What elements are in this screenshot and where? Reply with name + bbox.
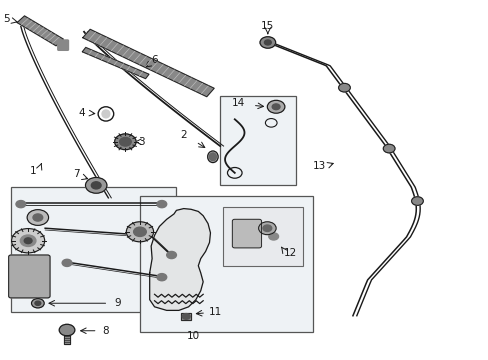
Bar (181, 313, 191, 320)
Text: 13: 13 (313, 161, 326, 171)
Bar (181, 313, 191, 320)
FancyBboxPatch shape (58, 40, 68, 50)
Circle shape (157, 274, 166, 281)
Circle shape (115, 134, 136, 150)
Polygon shape (82, 30, 214, 97)
Ellipse shape (102, 110, 110, 118)
Circle shape (258, 222, 276, 235)
Ellipse shape (209, 153, 216, 161)
Circle shape (16, 201, 26, 208)
Circle shape (27, 210, 48, 225)
Text: 2: 2 (180, 130, 186, 140)
Text: 5: 5 (3, 14, 10, 24)
Circle shape (260, 37, 275, 48)
Text: 6: 6 (151, 55, 158, 65)
Circle shape (33, 214, 42, 221)
Text: 14: 14 (232, 98, 245, 108)
Text: 1: 1 (30, 166, 36, 176)
Text: 10: 10 (186, 331, 200, 341)
FancyBboxPatch shape (220, 96, 295, 185)
Circle shape (35, 301, 41, 305)
Circle shape (85, 177, 107, 193)
Text: 15: 15 (261, 21, 274, 31)
FancyBboxPatch shape (64, 335, 70, 344)
FancyBboxPatch shape (232, 219, 261, 248)
Circle shape (59, 324, 75, 336)
FancyBboxPatch shape (9, 255, 50, 298)
Circle shape (24, 238, 32, 244)
Circle shape (91, 182, 101, 189)
Polygon shape (82, 48, 149, 78)
Circle shape (411, 197, 423, 205)
Circle shape (119, 138, 131, 146)
Circle shape (383, 144, 394, 153)
Text: 8: 8 (102, 326, 109, 336)
Circle shape (263, 225, 271, 231)
Text: 12: 12 (283, 248, 296, 258)
Text: 4: 4 (78, 108, 85, 118)
Circle shape (20, 235, 36, 247)
FancyBboxPatch shape (140, 196, 312, 332)
Circle shape (264, 40, 271, 45)
Circle shape (157, 201, 166, 208)
Circle shape (126, 222, 153, 242)
Circle shape (182, 314, 190, 319)
Text: 9: 9 (115, 298, 121, 308)
Text: 7: 7 (73, 169, 80, 179)
Circle shape (62, 259, 72, 266)
Circle shape (12, 229, 44, 253)
Circle shape (166, 251, 176, 258)
Circle shape (338, 84, 349, 92)
Polygon shape (149, 208, 210, 310)
Circle shape (31, 298, 44, 308)
Circle shape (133, 227, 146, 237)
Polygon shape (17, 16, 63, 46)
Circle shape (267, 100, 285, 113)
Text: 3: 3 (138, 137, 144, 147)
Ellipse shape (207, 151, 218, 163)
FancyBboxPatch shape (222, 207, 302, 266)
Circle shape (268, 233, 278, 240)
Text: 11: 11 (208, 307, 222, 317)
Circle shape (272, 104, 280, 110)
FancyBboxPatch shape (11, 187, 176, 312)
